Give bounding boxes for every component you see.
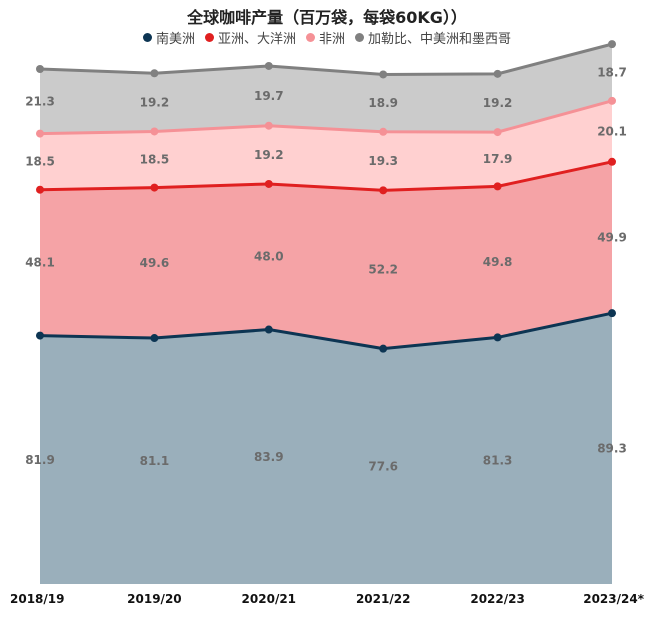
data-label-0-0: 81.9 (25, 453, 55, 467)
data-label-2-3: 19.3 (368, 154, 398, 168)
data-label-1-5: 49.9 (597, 230, 627, 244)
legend-label-0: 南美洲 (155, 32, 195, 47)
area-1 (40, 161, 612, 349)
point-2-5 (608, 96, 616, 105)
legend: 南美洲 亚洲、大洋洲 非洲 加勒比、中美洲和墨西哥 (0, 28, 654, 47)
legend-marker-3 (355, 33, 365, 42)
data-label-3-1: 19.2 (140, 95, 170, 109)
point-0-3 (379, 344, 388, 353)
point-1-3 (379, 186, 388, 195)
data-label-0-3: 77.6 (368, 459, 398, 473)
legend-marker-2 (306, 33, 315, 42)
x-tick-label-3: 2021/22 (356, 592, 410, 606)
data-label-1-0: 48.1 (25, 256, 55, 270)
point-0-1 (150, 334, 159, 343)
point-2-2 (264, 121, 273, 130)
legend-item-0: 南美洲 (142, 28, 195, 47)
data-label-1-1: 49.6 (140, 256, 170, 270)
point-2-0 (36, 129, 44, 138)
legend-marker-0 (142, 33, 152, 42)
data-label-2-0: 18.5 (25, 155, 55, 169)
data-label-3-2: 19.7 (254, 89, 284, 103)
data-label-2-5: 20.1 (597, 124, 627, 138)
data-label-0-4: 81.3 (483, 454, 513, 468)
data-label-0-5: 89.3 (597, 442, 627, 456)
point-3-3 (379, 70, 388, 79)
data-label-2-2: 19.2 (254, 148, 284, 162)
point-0-4 (493, 333, 502, 342)
data-label-2-4: 17.9 (483, 152, 513, 166)
data-label-3-0: 21.3 (25, 94, 55, 108)
chart-title: 全球咖啡产量（百万袋，每袋60KG）） (187, 8, 467, 27)
data-label-1-3: 52.2 (368, 262, 398, 276)
line-2 (39, 99, 613, 136)
x-tick-label-5: 2023/24* (583, 592, 644, 606)
x-tick-label-0: 2018/19 (10, 592, 64, 606)
point-3-2 (264, 61, 273, 70)
point-2-3 (379, 127, 388, 136)
area-3 (40, 44, 612, 134)
point-3-4 (493, 69, 502, 78)
data-label-3-5: 18.7 (597, 65, 627, 79)
x-tick-label-1: 2019/20 (127, 592, 181, 606)
legend-item-1: 亚洲、大洋洲 (204, 28, 296, 47)
point-3-0 (36, 65, 44, 74)
data-label-0-2: 83.9 (254, 450, 284, 464)
legend-label-1: 亚洲、大洋洲 (217, 32, 296, 47)
data-label-2-1: 18.5 (140, 153, 170, 167)
data-label-1-2: 48.0 (254, 250, 284, 264)
point-1-4 (493, 182, 502, 191)
line-3 (39, 42, 613, 76)
legend-label-2: 非洲 (319, 32, 346, 47)
legend-item-2: 非洲 (306, 28, 345, 47)
point-2-1 (150, 127, 159, 136)
point-3-1 (150, 69, 159, 78)
area-0 (40, 313, 612, 584)
line-1 (39, 160, 613, 192)
legend-marker-1 (204, 33, 214, 42)
x-tick-label-4: 2022/23 (470, 592, 524, 606)
data-label-0-1: 81.1 (140, 454, 170, 468)
point-1-2 (264, 179, 273, 188)
legend-label-3: 加勒比、中美洲和墨西哥 (368, 32, 512, 47)
data-label-3-4: 19.2 (483, 96, 513, 110)
point-1-0 (36, 185, 44, 194)
data-label-1-4: 49.8 (483, 255, 513, 269)
point-1-1 (150, 183, 159, 192)
point-1-5 (608, 157, 616, 166)
x-tick-label-2: 2020/21 (242, 592, 296, 606)
point-3-5 (608, 40, 616, 49)
legend-item-3: 加勒比、中美洲和墨西哥 (355, 28, 511, 47)
point-0-0 (36, 331, 44, 340)
point-2-4 (493, 128, 502, 137)
line-0 (39, 311, 613, 351)
point-0-5 (608, 309, 616, 318)
area-2 (40, 100, 612, 191)
data-label-3-3: 18.9 (368, 96, 398, 110)
point-0-2 (264, 325, 273, 334)
